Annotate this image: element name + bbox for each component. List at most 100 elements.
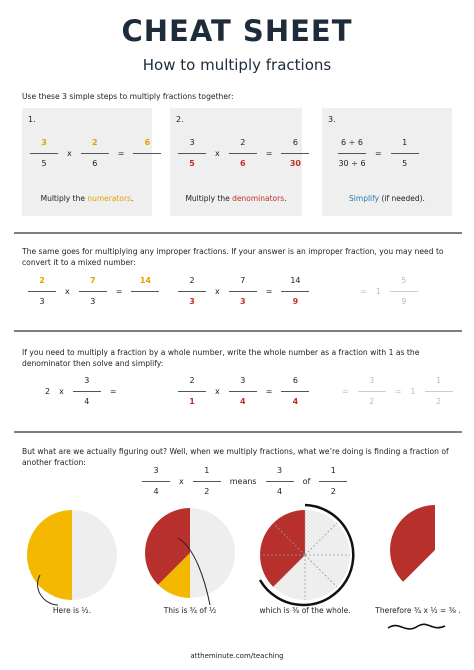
numerator: 14 <box>139 276 151 285</box>
fraction-bar <box>424 391 453 392</box>
text: (if needed). <box>379 194 425 203</box>
caption: Here is ½. <box>52 606 92 615</box>
fraction-bar <box>72 391 101 392</box>
numerator: 14 <box>290 276 301 285</box>
numerator: 1 <box>435 376 442 385</box>
denominator: 9 <box>292 297 299 306</box>
operator: x <box>215 387 220 396</box>
fraction-bar <box>178 153 206 154</box>
numerator: 6 <box>144 138 151 147</box>
operator: = <box>265 387 273 396</box>
denominator: 5 <box>41 159 47 168</box>
numerator: 6 <box>292 376 298 385</box>
slice <box>390 505 435 582</box>
ring-arrow <box>258 503 355 607</box>
denominator: 1 <box>189 397 195 406</box>
operator: 1 <box>375 287 381 296</box>
fraction-bar <box>142 481 170 482</box>
equation: 6 ÷ 6 30 ÷ 6 = 1 5 <box>338 138 419 169</box>
denominator: 2 <box>204 487 210 496</box>
caption: Therefore ¾ x ½ = ⅜ . <box>375 606 461 615</box>
fraction-bar <box>357 391 386 392</box>
step-number: 1. <box>28 115 36 124</box>
numerator: 3 <box>240 376 246 385</box>
equation: = 1 5 9 <box>360 276 418 307</box>
fraction-bar <box>265 481 294 482</box>
caption: Simplify (if needed). <box>322 194 452 203</box>
equation: 2 3 x 7 3 = 14 9 <box>178 276 310 307</box>
denominator: 4 <box>239 397 246 406</box>
numerator: 1 <box>402 138 408 147</box>
numerator: 2 <box>240 138 246 147</box>
numerator: 5 <box>401 276 407 285</box>
fraction-bar <box>281 291 310 292</box>
operator: x <box>215 287 220 296</box>
operator: means <box>229 477 257 486</box>
dividers <box>260 510 350 600</box>
equation: 2 x 3 4 = <box>45 376 117 407</box>
equation: 3 5 x 2 6 = 6 <box>30 138 162 169</box>
numerator: 7 <box>240 276 246 285</box>
denominator: 5 <box>189 159 195 168</box>
fraction: 6 30 <box>281 138 310 169</box>
fraction-bar <box>389 291 418 292</box>
numerator: 3 <box>41 138 47 147</box>
intro: Use these 3 simple steps to multiply fra… <box>22 92 234 101</box>
fraction-bar <box>192 481 221 482</box>
denominator: 3 <box>239 297 246 306</box>
fraction-bar <box>28 291 56 292</box>
denominator: 3 <box>90 297 96 306</box>
arrow <box>37 574 59 606</box>
step-number: 3. <box>328 115 336 124</box>
fraction-bar <box>133 153 162 154</box>
numerator: 3 <box>369 376 375 385</box>
numerator: 1 <box>330 466 336 475</box>
fraction-bar <box>78 291 107 292</box>
fraction-bar <box>178 291 206 292</box>
denominator: 4 <box>84 397 90 406</box>
operator: = <box>394 387 402 396</box>
text: . <box>130 194 134 203</box>
numerator: 1 <box>204 466 210 475</box>
half <box>27 510 72 600</box>
slice <box>260 510 305 587</box>
operator: = <box>117 149 125 158</box>
arrow <box>177 537 211 606</box>
fraction: 14 9 <box>281 276 310 307</box>
denominator: 4 <box>277 487 283 496</box>
step-box <box>170 108 302 216</box>
numerator: 2 <box>189 376 195 385</box>
fraction-bar <box>281 153 310 154</box>
operator: x <box>65 287 70 296</box>
numerator: 2 <box>39 276 45 285</box>
step-box <box>322 108 452 216</box>
denominator: 5 <box>402 159 408 168</box>
fraction: 14 <box>131 276 160 307</box>
denominator: 3 <box>39 297 45 306</box>
caption: Multiply the denominators. <box>170 194 302 203</box>
denominator: 2 <box>435 397 442 406</box>
numerator: 7 <box>89 276 96 285</box>
operator: = <box>265 287 273 296</box>
slice <box>158 553 190 598</box>
text: . <box>284 194 287 203</box>
operator: x <box>215 149 220 158</box>
operator: 1 <box>410 387 416 396</box>
text: Multiply the <box>185 194 233 203</box>
denominator: 6 <box>239 159 246 168</box>
operator: of <box>302 477 311 486</box>
